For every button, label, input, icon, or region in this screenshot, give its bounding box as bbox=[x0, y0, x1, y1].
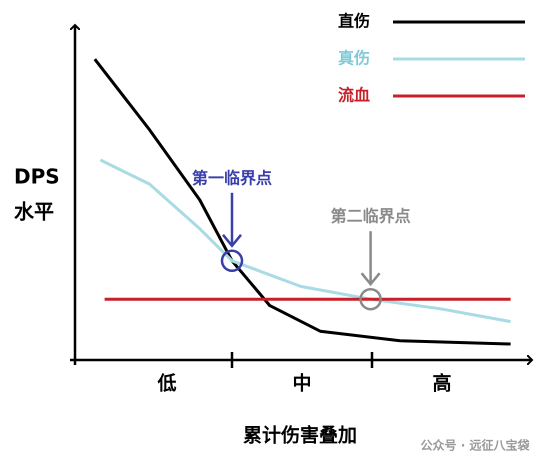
watermark: 公众号 · 远征八宝袋 bbox=[421, 438, 531, 453]
x-region-label: 高 bbox=[432, 372, 451, 395]
x-region-label: 低 bbox=[156, 372, 176, 395]
series-line bbox=[99, 158, 511, 324]
annotation-circle bbox=[359, 287, 382, 311]
y-label: 水平 bbox=[14, 200, 54, 224]
annotation-label: 第一临界点 bbox=[192, 168, 272, 187]
legend-label: 直伤 bbox=[338, 12, 370, 31]
annotation-arrowhead bbox=[360, 272, 381, 287]
legend-label: 真伤 bbox=[338, 49, 370, 68]
legend-label: 流血 bbox=[338, 86, 370, 105]
annotation-label: 第二临界点 bbox=[331, 207, 411, 226]
x-label: 累计伤害叠加 bbox=[243, 424, 357, 447]
annotation-circle bbox=[220, 249, 244, 273]
y-label: DPS bbox=[14, 165, 60, 189]
series-line bbox=[93, 58, 511, 346]
annotation-arrowhead bbox=[222, 234, 242, 248]
x-region-label: 中 bbox=[292, 372, 311, 395]
